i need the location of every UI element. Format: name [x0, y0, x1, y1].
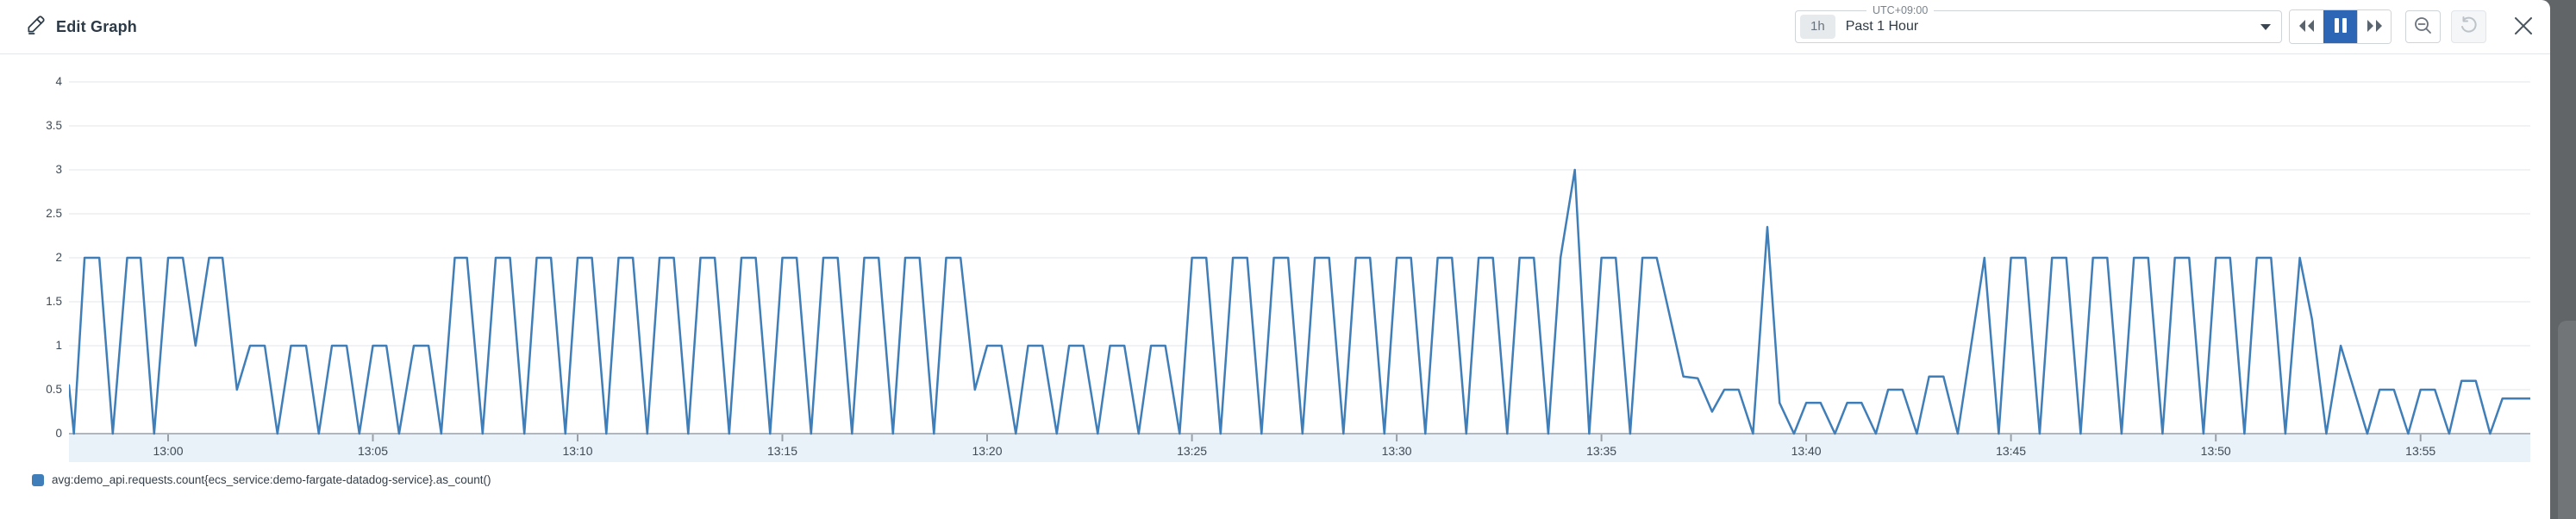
rewind-button[interactable]: [2290, 10, 2323, 43]
y-axis-tick-label: 3: [55, 163, 62, 176]
svg-text:13:00: 13:00: [153, 444, 183, 458]
background-card-edge: [2558, 321, 2576, 519]
pencil-icon: [26, 15, 46, 39]
y-axis-labels: 0 0.5 1 1.5 2 2.5 3 3.5 4: [0, 54, 62, 462]
rewind-icon: [2298, 19, 2316, 35]
modal-header: Edit Graph UTC+09:00 1h Past 1 Hour: [0, 0, 2550, 54]
svg-text:13:20: 13:20: [972, 444, 1002, 458]
chevron-down-icon: [2260, 23, 2271, 30]
svg-text:13:15: 13:15: [767, 444, 797, 458]
legend-swatch: [32, 473, 44, 486]
y-axis-tick-label: 4: [55, 75, 62, 88]
y-axis-tick-label: 2.5: [46, 207, 62, 220]
timeseries-chart[interactable]: 0 0.5 1 1.5 2 2.5 3 3.5 4 13:00 13:05 13:10 13:15 13…: [0, 54, 2550, 462]
svg-text:13:50: 13:50: [2201, 444, 2231, 458]
y-axis-tick-label: 1.5: [46, 295, 62, 308]
undo-icon: [2460, 16, 2478, 37]
svg-text:13:55: 13:55: [2405, 444, 2435, 458]
undo-button[interactable]: [2451, 10, 2486, 43]
y-axis-tick-label: 3.5: [46, 119, 62, 132]
timezone-label: UTC+09:00: [1866, 3, 1935, 17]
svg-text:13:40: 13:40: [1791, 444, 1822, 458]
legend-label: avg:demo_api.requests.count{ecs_service:…: [52, 473, 491, 486]
y-axis-tick-label: 1: [55, 339, 62, 352]
svg-text:13:35: 13:35: [1586, 444, 1616, 458]
close-icon: [2513, 16, 2534, 39]
time-range-selector[interactable]: UTC+09:00 1h Past 1 Hour: [1795, 3, 2282, 43]
playback-controls: [2289, 9, 2392, 44]
close-button[interactable]: [2509, 10, 2538, 43]
fast-forward-button[interactable]: [2357, 10, 2391, 43]
svg-text:13:45: 13:45: [1996, 444, 2026, 458]
time-range-label: Past 1 Hour: [1845, 19, 1919, 34]
zoom-out-button[interactable]: [2405, 10, 2441, 43]
svg-text:13:05: 13:05: [358, 444, 388, 458]
time-range-badge: 1h: [1800, 15, 1835, 39]
pause-button[interactable]: [2323, 10, 2357, 43]
plot-area[interactable]: 13:00 13:05 13:10 13:15 13:20 13:25 13:30 13:35…: [69, 65, 2530, 462]
dimmed-background: [2550, 0, 2576, 519]
y-axis-tick-label: 0.5: [46, 383, 62, 396]
page-title: Edit Graph: [56, 17, 138, 35]
y-axis-tick-label: 2: [55, 251, 62, 264]
pause-icon: [2334, 18, 2347, 35]
zoom-out-icon: [2414, 16, 2432, 37]
svg-text:13:30: 13:30: [1382, 444, 1412, 458]
svg-text:13:10: 13:10: [562, 444, 592, 458]
legend[interactable]: avg:demo_api.requests.count{ecs_service:…: [32, 473, 491, 486]
fast-forward-icon: [2366, 19, 2384, 35]
svg-text:13:25: 13:25: [1177, 444, 1207, 458]
y-axis-tick-label: 0: [55, 427, 62, 440]
